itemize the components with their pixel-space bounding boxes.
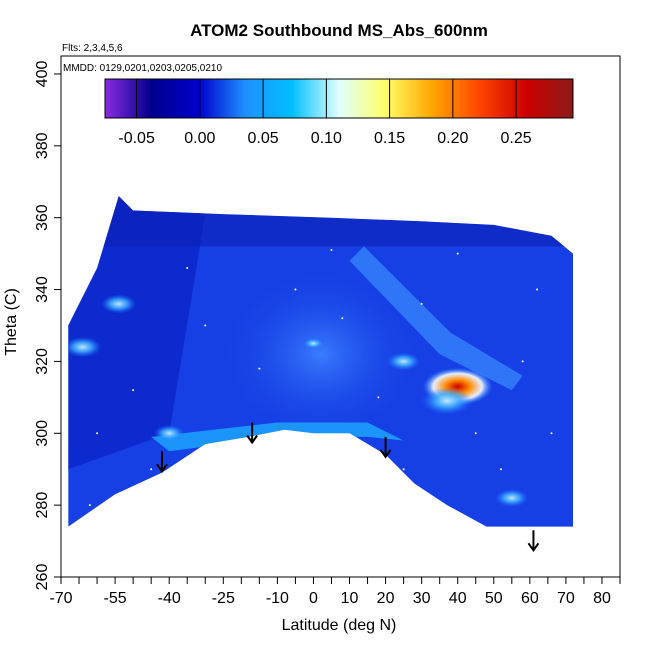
x-axis: -70 -55 -40 -25 -10 0 10 20 30 40 50 60 70 80 — [49, 576, 621, 607]
x-tick-label: 30 — [413, 590, 431, 607]
y-tick-label: 380 — [34, 132, 51, 159]
sample-dot — [499, 468, 502, 471]
x-tick-label: 60 — [521, 590, 539, 607]
sample-dot — [150, 468, 153, 471]
chart-title: ATOM2 Southbound MS_Abs_600nm — [190, 21, 488, 40]
heatmap-field — [68, 196, 574, 527]
x-tick-label: 10 — [341, 590, 359, 607]
sample-dot — [294, 288, 297, 291]
sample-dot — [377, 396, 380, 399]
y-axis-label: Theta (C) — [3, 288, 20, 356]
colorbar-tick-label: 0.15 — [374, 130, 405, 147]
sample-dot — [402, 468, 405, 471]
feature-point — [303, 337, 324, 349]
x-tick-label: 20 — [377, 590, 395, 607]
y-tick-label: 300 — [34, 420, 51, 447]
colorbar-tick-label: -0.05 — [118, 130, 155, 147]
arrow-down-marker — [379, 436, 392, 459]
sample-dot — [132, 389, 135, 392]
flights-annotation: Flts: 2,3,4,5,6 — [62, 43, 123, 54]
band-top — [68, 196, 574, 247]
y-tick-label: 320 — [34, 348, 51, 375]
sample-dot — [240, 446, 243, 449]
x-tick-label: -70 — [49, 590, 72, 607]
feature-point — [387, 352, 421, 371]
y-axis: 260 280 300 320 340 360 380 400 — [34, 56, 62, 591]
band-east-diagonal — [349, 246, 523, 391]
colorbar-gradient — [104, 78, 574, 119]
sample-dot — [258, 367, 261, 370]
feature-point — [495, 489, 529, 507]
x-tick-label: -25 — [212, 590, 235, 607]
dates-annotation: MMDD: 0129,0201,0203,0205,0210 — [63, 63, 222, 74]
feature-point — [68, 336, 102, 358]
y-tick-label: 400 — [34, 61, 51, 88]
arrow-down-marker — [156, 451, 168, 473]
feature-point — [101, 294, 137, 314]
colorbar: -0.05 0.00 0.05 0.10 0.15 0.20 0.25 — [104, 78, 574, 147]
arrow-down-marker — [246, 422, 258, 445]
colorbar-tick-label: 0.25 — [501, 130, 532, 147]
y-tick-label: 360 — [34, 204, 51, 231]
sample-dot — [474, 432, 477, 435]
feature-point — [421, 387, 472, 415]
sample-dot — [96, 432, 99, 435]
sample-dot — [536, 288, 539, 291]
band-center — [219, 268, 422, 441]
band-west — [68, 196, 206, 470]
y-tick-label: 340 — [34, 276, 51, 303]
sample-dot — [330, 249, 333, 252]
sample-dot — [341, 317, 344, 320]
sample-dot — [420, 302, 423, 305]
arrow-down-marker — [527, 530, 540, 553]
x-tick-label: -40 — [158, 590, 181, 607]
x-tick-label: -10 — [266, 590, 289, 607]
sample-dot — [521, 360, 524, 363]
sample-dot — [186, 266, 189, 269]
x-tick-label: 0 — [309, 590, 318, 607]
x-tick-label: 40 — [449, 590, 467, 607]
colorbar-tick-label: 0.10 — [311, 130, 342, 147]
y-tick-label: 260 — [34, 564, 51, 591]
x-tick-label: 50 — [485, 590, 503, 607]
feature-point — [153, 425, 185, 442]
x-tick-label: 70 — [557, 590, 575, 607]
colorbar-tick-label: 0.20 — [437, 130, 468, 147]
y-tick-label: 280 — [34, 492, 51, 519]
x-tick-label: -55 — [104, 590, 127, 607]
x-tick-label: 80 — [593, 590, 611, 607]
colorbar-tick-label: 0.05 — [248, 130, 279, 147]
sample-dot — [204, 324, 207, 327]
sample-dot — [88, 504, 91, 507]
colorbar-tick-label: 0.00 — [184, 130, 215, 147]
sample-dot — [456, 252, 459, 255]
x-axis-label: Latitude (deg N) — [282, 617, 397, 634]
sample-dot — [550, 432, 553, 435]
